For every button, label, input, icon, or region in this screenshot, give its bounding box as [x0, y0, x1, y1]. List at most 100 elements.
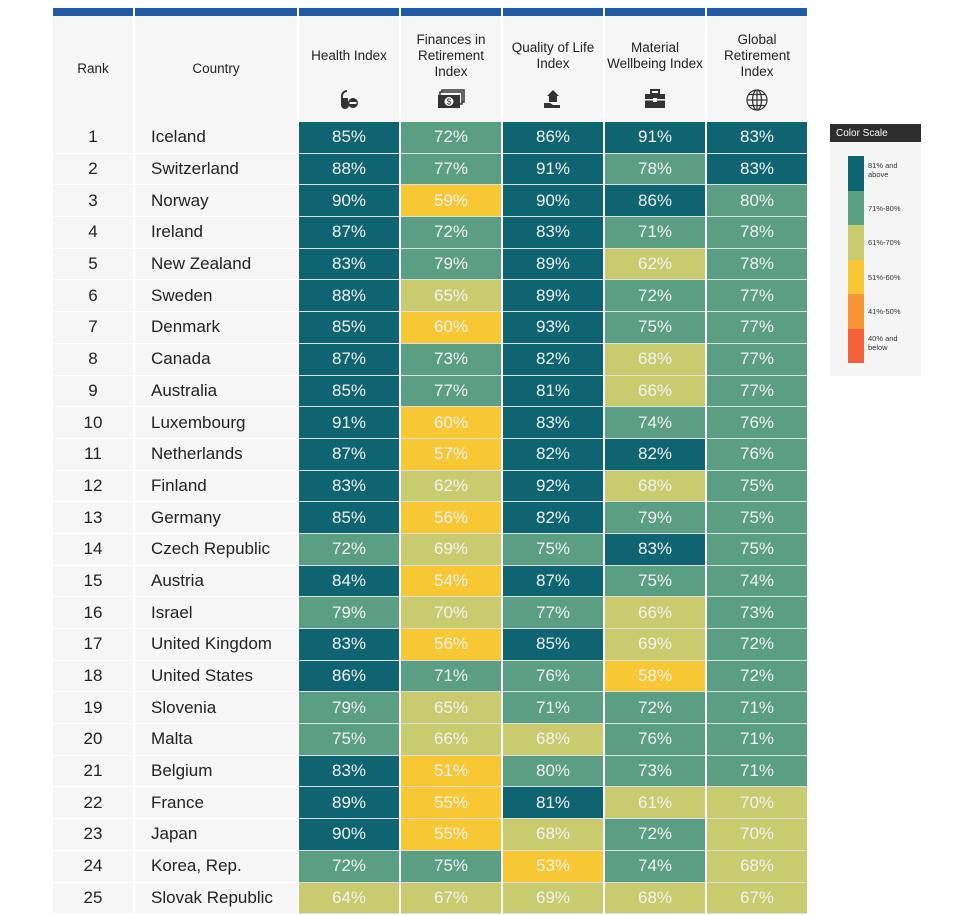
- value-cell: 81%: [503, 375, 603, 408]
- legend-label: 81% and above: [868, 161, 898, 179]
- table-row: 10 Luxembourg 91% 60% 83% 74% 76%: [53, 407, 807, 439]
- value-cell: 55%: [401, 787, 501, 820]
- value-cell: 70%: [707, 819, 807, 851]
- value-cell: 68%: [503, 819, 603, 851]
- table-row: 11 Netherlands 87% 57% 82% 82% 76%: [53, 438, 807, 471]
- value-cell: 72%: [707, 660, 807, 693]
- value-cell: 89%: [299, 787, 399, 820]
- country-cell: Malta: [135, 724, 297, 756]
- value-cell: 87%: [299, 438, 399, 471]
- value-cell: 84%: [299, 565, 399, 598]
- country-cell: Ireland: [135, 217, 297, 249]
- column-label: Material Wellbeing Index: [607, 40, 703, 71]
- column-label: Global Retirement Index: [723, 32, 791, 79]
- country-cell: France: [135, 787, 297, 820]
- legend-title: Color Scale: [830, 124, 921, 142]
- value-cell: 72%: [299, 850, 399, 883]
- value-cell: 68%: [503, 724, 603, 756]
- value-cell: 72%: [605, 692, 705, 725]
- value-cell: 87%: [299, 343, 399, 376]
- value-cell: 80%: [503, 755, 603, 788]
- rank-cell: 3: [53, 185, 133, 218]
- value-cell: 60%: [401, 407, 501, 439]
- value-cell: 69%: [605, 629, 705, 661]
- value-cell: 75%: [605, 312, 705, 344]
- value-cell: 77%: [707, 280, 807, 313]
- rank-cell: 17: [53, 629, 133, 661]
- value-cell: 73%: [605, 755, 705, 788]
- rank-cell: 11: [53, 438, 133, 471]
- header-global-retirement-index: Global Retirement Index: [707, 16, 807, 122]
- value-cell: 68%: [707, 850, 807, 883]
- header-bar: [605, 8, 705, 16]
- header-bar: [401, 8, 501, 16]
- country-cell: Finland: [135, 470, 297, 503]
- table-row: 17 United Kingdom 83% 56% 85% 69% 72%: [53, 629, 807, 661]
- country-cell: United Kingdom: [135, 629, 297, 661]
- value-cell: 76%: [707, 438, 807, 471]
- value-cell: 89%: [503, 248, 603, 281]
- value-cell: 67%: [401, 882, 501, 915]
- country-cell: Norway: [135, 185, 297, 218]
- value-cell: 77%: [401, 375, 501, 408]
- legend-swatch: [848, 156, 864, 191]
- country-cell: Iceland: [135, 122, 297, 154]
- rank-cell: 25: [53, 882, 133, 915]
- value-cell: 89%: [503, 280, 603, 313]
- table-row: 2 Switzerland 88% 77% 91% 78% 83%: [53, 153, 807, 186]
- value-cell: 59%: [401, 185, 501, 218]
- house-in-hand-icon: [503, 88, 603, 114]
- rank-cell: 8: [53, 343, 133, 376]
- value-cell: 72%: [401, 122, 501, 154]
- header-bar: [707, 8, 807, 16]
- rank-cell: 7: [53, 312, 133, 344]
- value-cell: 72%: [605, 280, 705, 313]
- value-cell: 85%: [503, 629, 603, 661]
- rank-cell: 6: [53, 280, 133, 313]
- rank-cell: 4: [53, 217, 133, 249]
- rank-cell: 19: [53, 692, 133, 725]
- color-scale-legend: Color Scale 81% and above 71%-80% 61%-70% 5…: [830, 124, 921, 376]
- value-cell: 81%: [503, 787, 603, 820]
- pill-icon: [299, 88, 399, 114]
- value-cell: 83%: [299, 755, 399, 788]
- value-cell: 61%: [605, 787, 705, 820]
- header-bar: [135, 8, 297, 16]
- value-cell: 68%: [605, 343, 705, 376]
- table-row: 3 Norway 90% 59% 90% 86% 80%: [53, 185, 807, 218]
- value-cell: 75%: [401, 850, 501, 883]
- country-cell: Austria: [135, 565, 297, 598]
- table-row: 22 France 89% 55% 81% 61% 70%: [53, 787, 807, 820]
- retirement-index-table: Rank Country Health Index Finances in Retir…: [51, 8, 809, 915]
- value-cell: 67%: [707, 882, 807, 915]
- value-cell: 58%: [605, 660, 705, 693]
- rank-cell: 14: [53, 533, 133, 566]
- value-cell: 86%: [503, 122, 603, 154]
- value-cell: 90%: [299, 819, 399, 851]
- table-row: 16 Israel 79% 70% 77% 66% 73%: [53, 597, 807, 629]
- value-cell: 85%: [299, 312, 399, 344]
- value-cell: 70%: [401, 597, 501, 629]
- value-cell: 83%: [503, 407, 603, 439]
- value-cell: 92%: [503, 470, 603, 503]
- value-cell: 93%: [503, 312, 603, 344]
- legend-label: 71%-80%: [868, 203, 901, 213]
- header-rank: Rank: [53, 16, 133, 122]
- table-row: 15 Austria 84% 54% 87% 75% 74%: [53, 565, 807, 598]
- value-cell: 77%: [707, 312, 807, 344]
- value-cell: 65%: [401, 280, 501, 313]
- value-cell: 86%: [299, 660, 399, 693]
- value-cell: 74%: [707, 565, 807, 598]
- table-row: 1 Iceland 85% 72% 86% 91% 83%: [53, 122, 807, 154]
- value-cell: 66%: [605, 597, 705, 629]
- rank-cell: 15: [53, 565, 133, 598]
- value-cell: 90%: [503, 185, 603, 218]
- value-cell: 85%: [299, 502, 399, 534]
- value-cell: 70%: [707, 787, 807, 820]
- value-cell: 77%: [401, 153, 501, 186]
- legend-label: 41%-50%: [868, 307, 901, 316]
- value-cell: 73%: [401, 343, 501, 376]
- value-cell: 55%: [401, 819, 501, 851]
- country-cell: Czech Republic: [135, 533, 297, 566]
- legend-label: 40% and below: [868, 333, 898, 352]
